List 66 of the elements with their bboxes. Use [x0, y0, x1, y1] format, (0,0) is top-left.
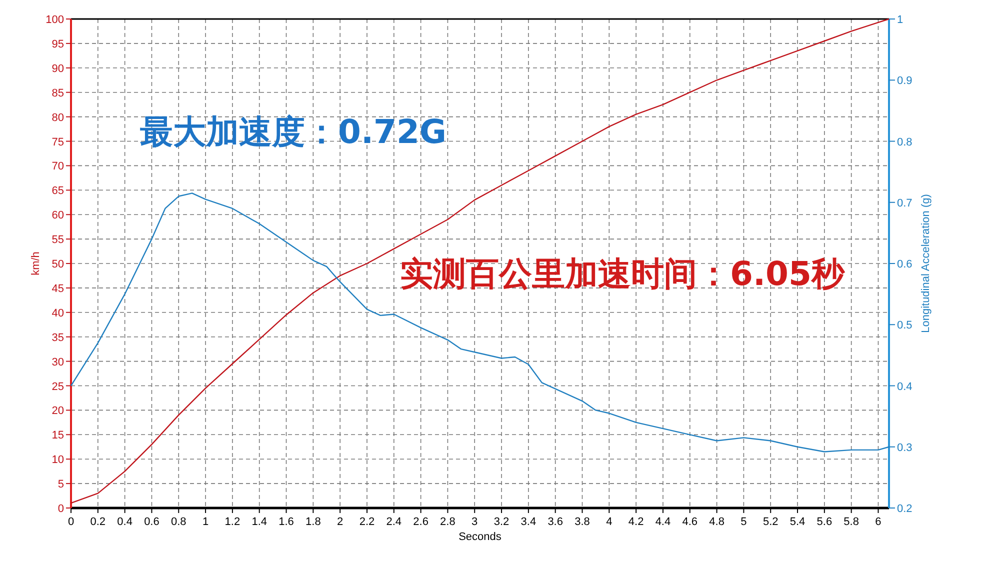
y2-tick-label: 0.4: [897, 380, 912, 393]
x-tick-label: 3: [472, 516, 478, 528]
x-tick-label: 5.6: [816, 516, 832, 528]
x-tick-label: 0: [68, 516, 74, 528]
y-tick-label: 10: [52, 454, 64, 466]
y-tick-label: 40: [52, 307, 64, 320]
x-tick-label: 4: [606, 516, 612, 528]
x-tick-label: 3.6: [548, 516, 563, 528]
x-tick-label: 2.8: [440, 516, 456, 528]
x-tick-label: 0.8: [170, 516, 186, 528]
y-tick-label: 60: [52, 210, 64, 222]
x-tick-label: 5: [740, 516, 747, 528]
x-tick-label: 2.2: [359, 516, 375, 528]
y-tick-label: 75: [52, 136, 64, 148]
y2-tick-label: 1: [897, 14, 904, 26]
y-tick-label: 50: [52, 258, 64, 270]
x-tick-label: 0.2: [90, 516, 106, 528]
y-tick-label: 55: [52, 234, 64, 246]
y2-axis-title: Longitudinal Acceleration (g): [920, 194, 932, 333]
annotation: 最大加速度：0.72G: [140, 112, 447, 151]
x-tick-label: 2: [337, 516, 344, 528]
y-tick-label: 25: [52, 380, 64, 393]
y-tick-label: 85: [52, 87, 64, 100]
x-tick-label: 2.6: [413, 516, 428, 528]
x-tick-label: 3.8: [574, 516, 590, 528]
y2-tick-label: 0.7: [897, 197, 912, 210]
y-tick-label: 35: [52, 332, 64, 344]
y-tick-label: 45: [52, 282, 64, 295]
x-tick-label: 3.4: [520, 516, 536, 528]
x-tick-label: 3.2: [494, 516, 510, 528]
x-tick-label: 4.2: [628, 516, 644, 528]
x-tick-label: 1.8: [306, 516, 321, 528]
x-tick-label: 6: [875, 516, 882, 528]
x-tick-label: 0.6: [144, 516, 160, 528]
y-tick-label: 80: [52, 112, 64, 124]
y2-tick-label: 0.2: [897, 503, 912, 515]
y-tick-label: 70: [52, 160, 64, 173]
x-tick-label: 1.6: [278, 516, 294, 528]
y2-tick-label: 0.6: [897, 258, 912, 270]
y-tick-label: 20: [52, 405, 64, 418]
x-tick-label: 1.4: [252, 516, 268, 528]
y2-tick-label: 0.8: [897, 136, 912, 148]
y-tick-label: 90: [52, 62, 64, 75]
x-tick-label: 4.8: [709, 516, 724, 528]
x-tick-label: 2.4: [386, 516, 402, 528]
y-tick-label: 30: [52, 356, 64, 368]
x-tick-label: 1.2: [224, 516, 240, 528]
y2-tick-label: 0.9: [897, 75, 912, 88]
x-tick-label: 1: [202, 516, 209, 528]
x-axis-title: Seconds: [458, 531, 502, 543]
y-tick-label: 5: [58, 478, 64, 491]
x-tick-label: 5.2: [762, 516, 778, 528]
y2-tick-label: 0.3: [897, 442, 912, 454]
y-tick-label: 15: [52, 430, 64, 442]
x-tick-label: 4.4: [655, 516, 671, 528]
y-axis-title: km/h: [30, 252, 42, 276]
y-tick-label: 95: [52, 38, 64, 50]
x-tick-label: 0.4: [117, 516, 132, 528]
x-tick-label: 5.4: [790, 516, 806, 528]
y2-tick-label: 0.5: [897, 320, 912, 332]
y-tick-label: 0: [58, 503, 64, 515]
y-tick-label: 100: [46, 14, 64, 26]
x-tick-label: 5.8: [844, 516, 859, 528]
y-tick-label: 65: [52, 185, 64, 198]
x-tick-label: 4.6: [682, 516, 698, 528]
annotation: 实测百公里加速时间：6.05秒: [400, 254, 846, 293]
